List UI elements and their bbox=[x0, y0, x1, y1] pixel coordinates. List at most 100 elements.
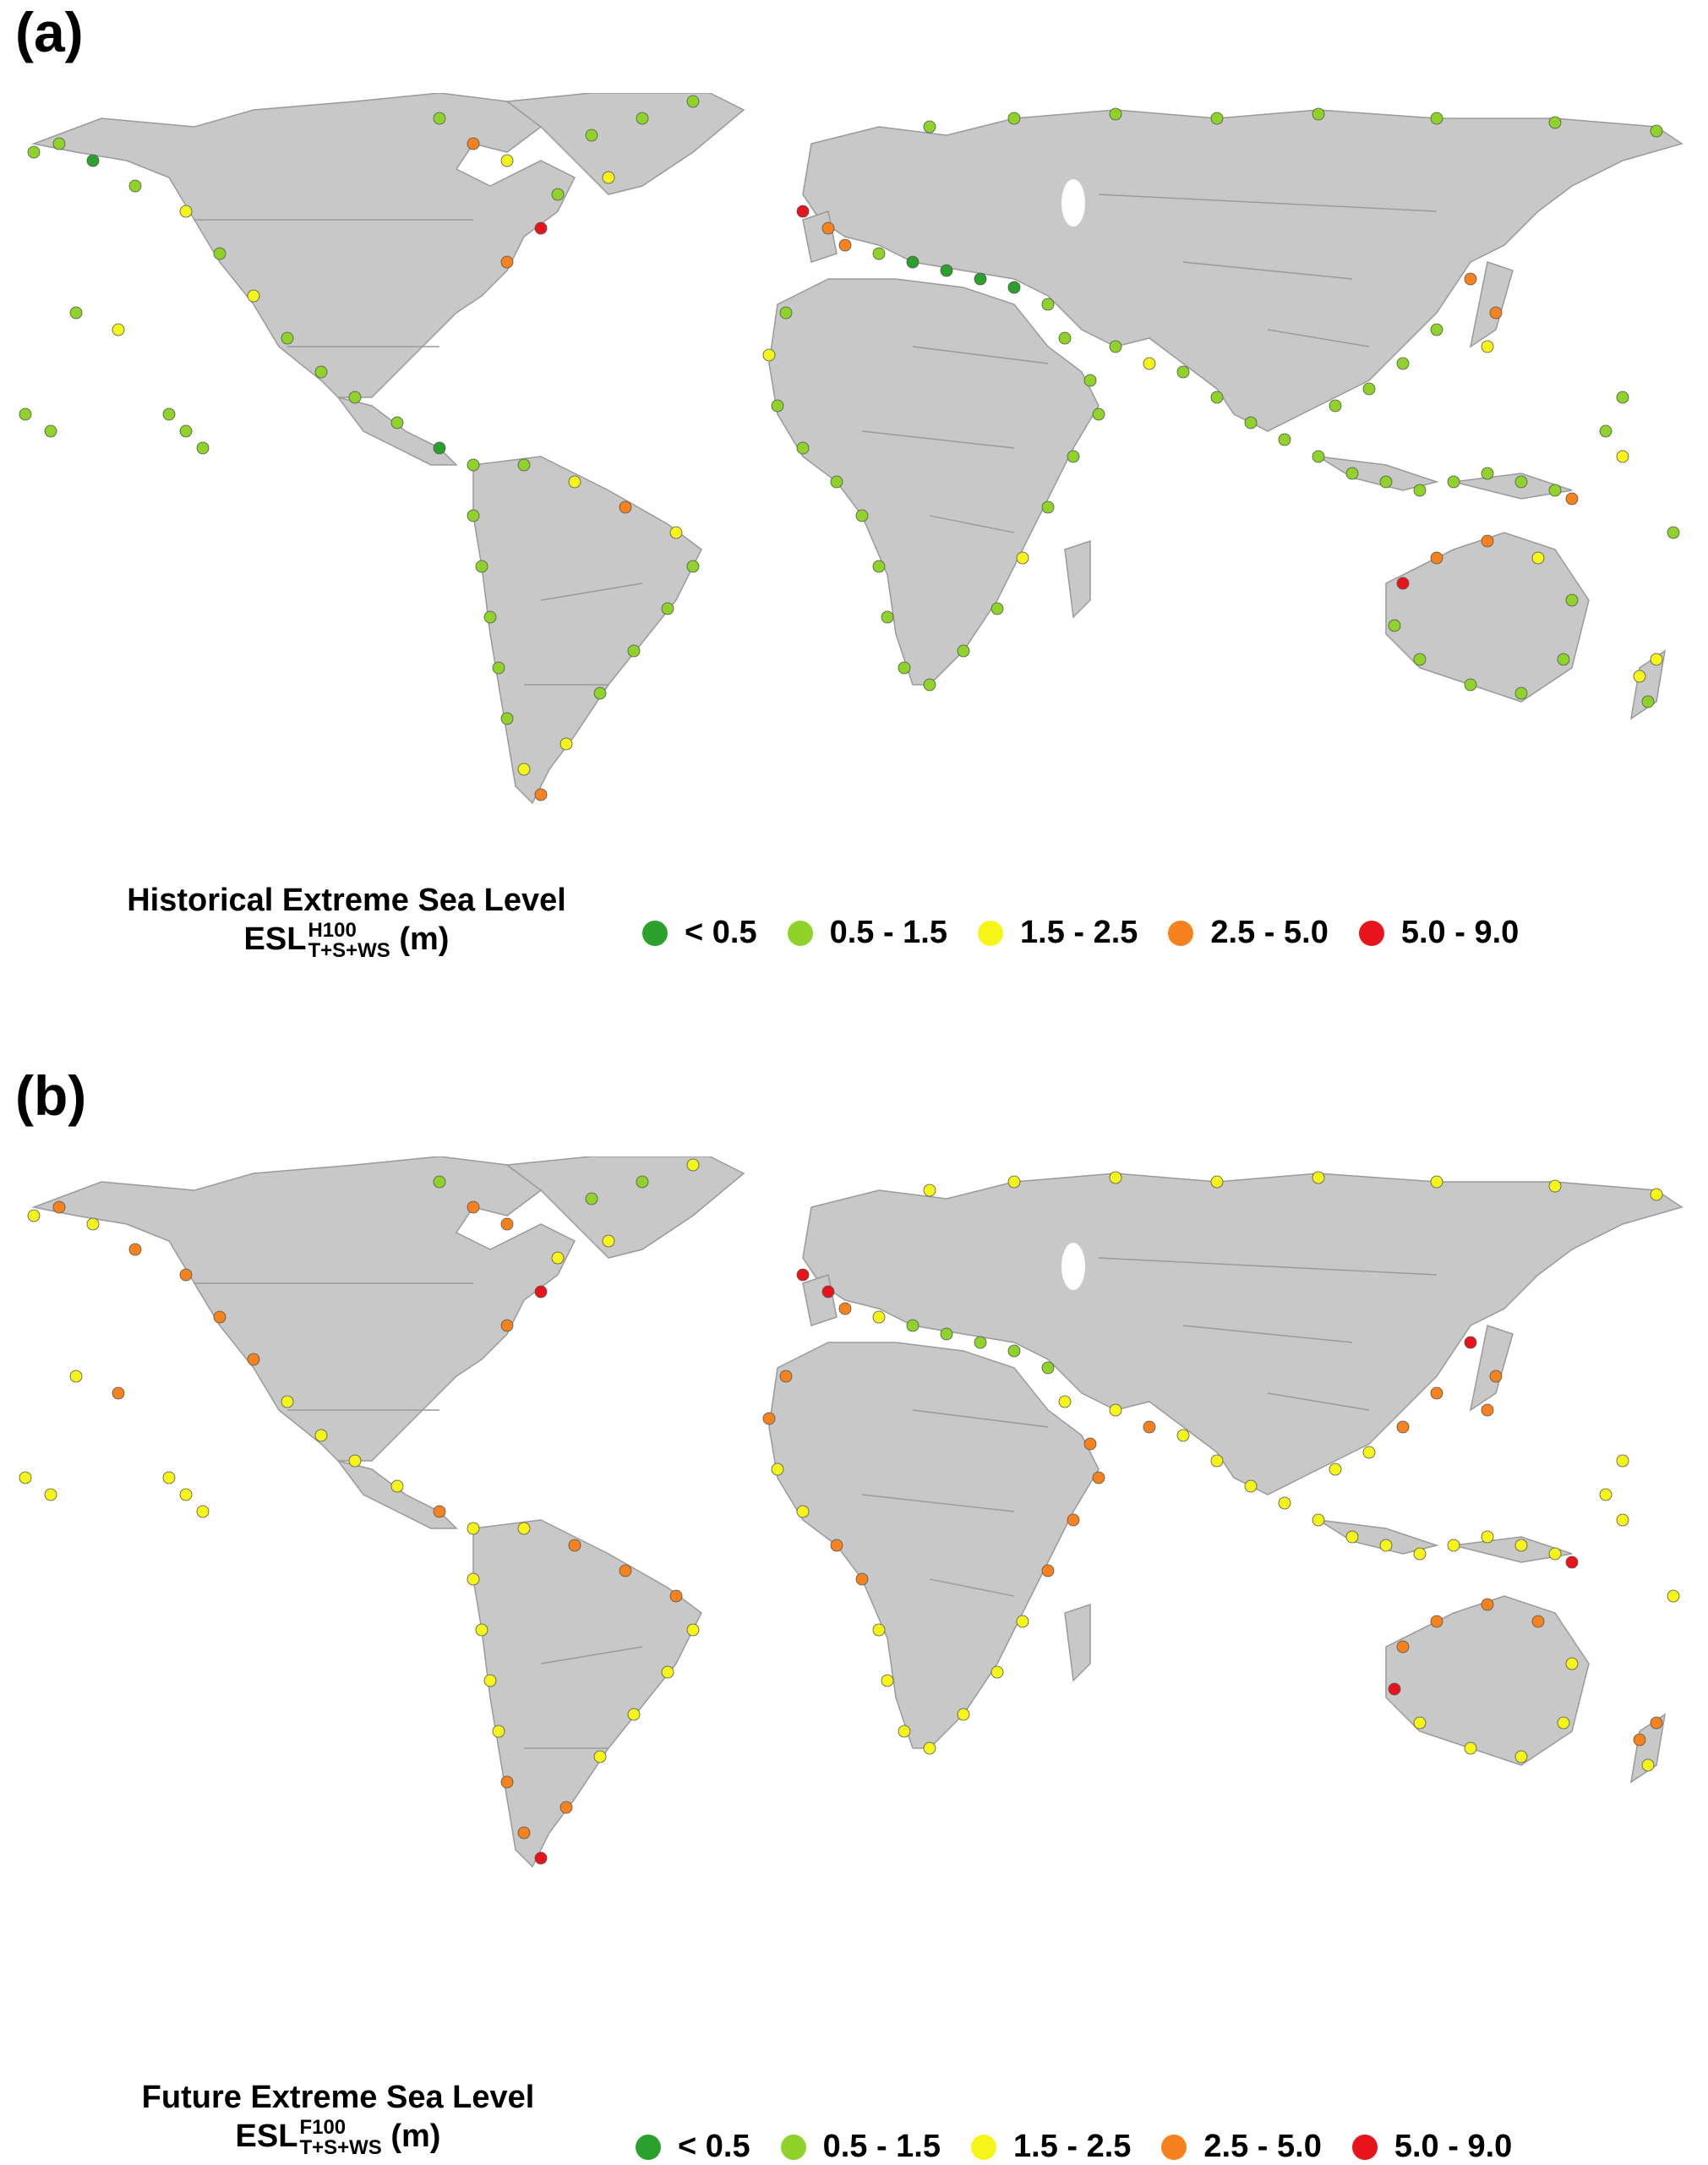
panel-a: (a) Historical Extreme Sea Level ESL H100… bbox=[0, 0, 1708, 1030]
station-marker bbox=[1481, 1403, 1494, 1417]
station-marker bbox=[247, 289, 260, 303]
station-marker bbox=[467, 458, 480, 472]
station-marker bbox=[1007, 281, 1021, 294]
station-marker bbox=[821, 1285, 835, 1298]
station-marker bbox=[492, 1725, 505, 1738]
station-marker bbox=[517, 458, 531, 472]
station-marker bbox=[1345, 1530, 1359, 1544]
station-marker bbox=[771, 399, 784, 413]
station-marker bbox=[1092, 407, 1105, 421]
land-mass bbox=[472, 456, 702, 805]
station-marker bbox=[1176, 1429, 1190, 1442]
station-marker bbox=[534, 221, 548, 235]
station-marker bbox=[467, 137, 480, 150]
station-marker bbox=[872, 1310, 886, 1324]
station-marker bbox=[1430, 1175, 1443, 1189]
station-marker bbox=[779, 1370, 793, 1383]
station-marker bbox=[1312, 1513, 1325, 1527]
land-mass bbox=[1385, 532, 1590, 703]
station-marker bbox=[112, 1386, 125, 1400]
station-marker bbox=[1650, 124, 1663, 138]
station-marker bbox=[19, 1471, 32, 1484]
station-marker bbox=[1413, 1716, 1427, 1730]
esl-subscript: T+S+WS bbox=[308, 938, 390, 962]
country-border bbox=[1098, 194, 1438, 212]
station-marker bbox=[796, 441, 810, 455]
station-marker bbox=[1430, 551, 1443, 565]
station-marker bbox=[128, 1243, 142, 1256]
station-marker bbox=[898, 1725, 911, 1738]
station-marker bbox=[86, 154, 100, 167]
station-marker bbox=[475, 1623, 488, 1637]
station-marker bbox=[872, 560, 886, 573]
station-marker bbox=[906, 1319, 919, 1332]
station-marker bbox=[881, 1674, 894, 1687]
station-marker bbox=[69, 306, 83, 320]
esl-main: ESL bbox=[235, 2119, 298, 2154]
station-marker bbox=[1633, 1733, 1646, 1747]
station-layer bbox=[19, 95, 1680, 801]
station-marker bbox=[1464, 678, 1477, 692]
legend-swatch bbox=[1168, 920, 1194, 946]
station-marker bbox=[1514, 1750, 1528, 1763]
land-mass bbox=[1064, 539, 1091, 619]
country-border bbox=[929, 515, 1015, 533]
legend-label: < 0.5 bbox=[685, 915, 757, 950]
station-marker bbox=[1388, 1682, 1401, 1696]
legend-item: 5.0 - 9.0 bbox=[1358, 915, 1519, 951]
station-marker bbox=[433, 1505, 446, 1518]
station-marker bbox=[1109, 1403, 1122, 1417]
station-marker bbox=[1413, 1547, 1427, 1561]
station-marker bbox=[1413, 484, 1427, 497]
station-marker bbox=[281, 331, 294, 345]
station-marker bbox=[1329, 1462, 1342, 1476]
station-marker bbox=[1481, 534, 1494, 548]
station-marker bbox=[1514, 475, 1528, 489]
station-marker bbox=[1143, 357, 1156, 370]
station-marker bbox=[1599, 424, 1613, 438]
station-marker bbox=[27, 1209, 41, 1222]
legend-label: 2.5 - 5.0 bbox=[1210, 915, 1329, 950]
legend-swatch bbox=[978, 920, 1003, 946]
esl-indices: F100 T+S+WS bbox=[299, 2117, 381, 2158]
legend: < 0.5 0.5 - 1.5 1.5 - 2.5 2.5 - 5.0 5.0 - 9.… bbox=[636, 2129, 1542, 2165]
station-marker bbox=[1616, 1454, 1629, 1468]
station-marker bbox=[1464, 1741, 1477, 1755]
station-marker bbox=[128, 179, 142, 193]
legend-label: 2.5 - 5.0 bbox=[1203, 2129, 1322, 2164]
land-mass bbox=[1469, 1325, 1514, 1412]
land-mass bbox=[336, 396, 458, 466]
station-marker bbox=[1058, 1395, 1072, 1408]
station-marker bbox=[796, 1505, 810, 1518]
station-marker bbox=[1548, 116, 1562, 129]
station-marker bbox=[957, 1708, 970, 1721]
land-mass bbox=[505, 93, 745, 195]
world-map bbox=[19, 93, 1683, 805]
station-marker bbox=[593, 1750, 607, 1763]
station-marker bbox=[551, 188, 565, 201]
station-marker bbox=[669, 1589, 683, 1603]
country-border bbox=[1182, 1325, 1353, 1343]
station-marker bbox=[1109, 107, 1122, 121]
station-marker bbox=[52, 137, 66, 150]
station-marker bbox=[636, 112, 649, 125]
station-marker bbox=[1565, 1555, 1579, 1569]
land-mass bbox=[472, 1519, 702, 1868]
station-marker bbox=[500, 255, 514, 269]
legend-swatch bbox=[1358, 920, 1384, 946]
legend-item: 2.5 - 5.0 bbox=[1168, 915, 1329, 951]
station-marker bbox=[433, 1175, 446, 1189]
station-marker bbox=[1312, 450, 1325, 463]
station-marker bbox=[1447, 475, 1460, 489]
land-mass bbox=[31, 93, 576, 398]
station-marker bbox=[1565, 492, 1579, 506]
esl-unit: (m) bbox=[390, 2119, 441, 2154]
panel-label: (a) bbox=[15, 1, 84, 63]
land-mass bbox=[336, 1459, 458, 1529]
legend-swatch bbox=[1161, 2134, 1187, 2160]
station-marker bbox=[830, 1539, 843, 1552]
station-marker bbox=[467, 1572, 480, 1586]
station-marker bbox=[1067, 450, 1080, 463]
panel-label: (b) bbox=[15, 1064, 87, 1127]
station-marker bbox=[314, 365, 328, 379]
